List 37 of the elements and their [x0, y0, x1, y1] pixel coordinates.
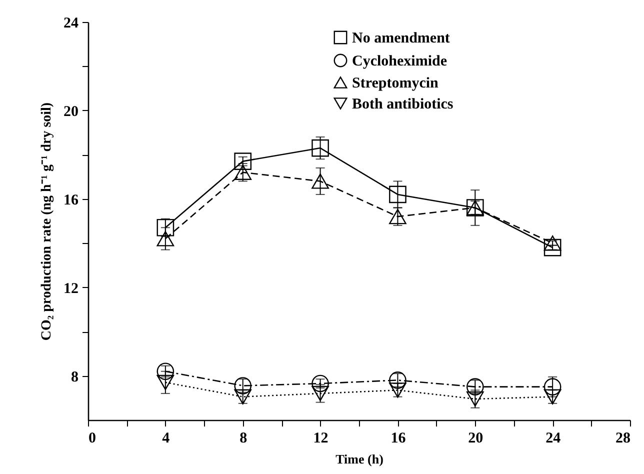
legend-label: No amendment: [352, 30, 450, 46]
point: [312, 386, 329, 402]
x-tick-label: 8: [240, 430, 248, 446]
point: [466, 391, 484, 407]
point: [389, 186, 406, 204]
point: [156, 231, 174, 246]
point: [389, 382, 406, 398]
point: [156, 218, 174, 236]
y-tick-label: 24: [64, 16, 79, 32]
x-axis-title: Time (h): [336, 452, 384, 466]
point: [389, 372, 406, 389]
x-tick-label: 4: [162, 430, 170, 446]
point: [156, 362, 174, 380]
y-tick-label: 12: [64, 280, 78, 297]
legend-label: Both antibiotics: [352, 96, 454, 112]
point: [544, 378, 562, 396]
x-tick-label: 24: [546, 430, 562, 446]
point: [466, 378, 484, 396]
point: [544, 236, 562, 251]
point: [312, 374, 329, 392]
y-axis-title: CO₂ production rate (ng h⁻¹ g⁻¹ dry soil): [40, 102, 54, 341]
point: [312, 174, 329, 189]
y-tick-label: 8: [71, 369, 78, 386]
x-tick-label: 16: [390, 430, 406, 446]
legend-label: Streptomycin: [352, 76, 440, 92]
x-tick-label: 28: [616, 430, 630, 446]
point: [544, 238, 562, 256]
y-tick-label: 16: [64, 192, 79, 208]
x-tick-label: 12: [313, 430, 328, 446]
x-tick-label: 0: [88, 430, 96, 446]
x-tick-label: 20: [468, 430, 484, 446]
point: [312, 139, 329, 157]
point: [156, 374, 174, 390]
point: [544, 389, 562, 404]
point: [234, 152, 252, 170]
y-tick-label: 20: [64, 104, 78, 120]
legend-label: Cycloheximide: [352, 54, 448, 70]
